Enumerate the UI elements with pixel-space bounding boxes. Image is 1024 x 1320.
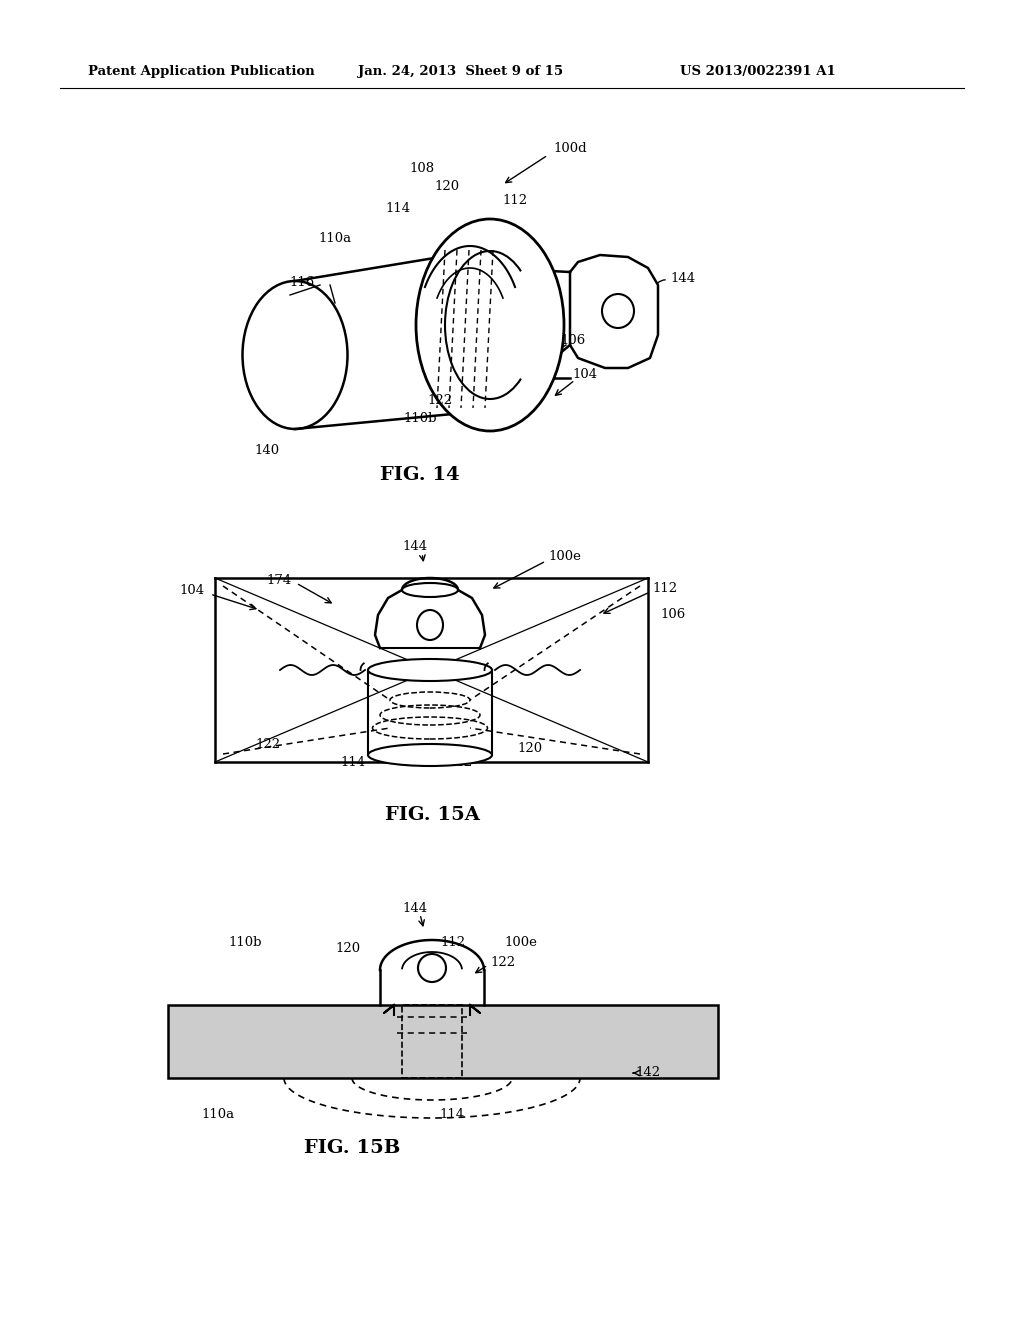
Text: 104: 104 [572,368,597,381]
Ellipse shape [602,294,634,327]
Text: 116: 116 [290,276,315,289]
Text: FIG. 14: FIG. 14 [380,466,460,484]
Ellipse shape [402,583,458,597]
Text: 112: 112 [502,194,527,206]
Text: 110a: 110a [318,231,351,244]
Text: 110b: 110b [403,412,437,425]
Text: 114: 114 [385,202,411,214]
Text: Patent Application Publication: Patent Application Publication [88,66,314,78]
Text: 174: 174 [266,573,292,586]
Text: 100e: 100e [548,549,581,562]
Text: 122: 122 [255,738,281,751]
Text: 144: 144 [402,902,428,915]
Text: 142: 142 [447,755,472,768]
Text: FIG. 15A: FIG. 15A [385,807,479,824]
Text: 100d: 100d [553,141,587,154]
Text: 112: 112 [652,582,677,594]
Text: 120: 120 [336,941,360,954]
Ellipse shape [368,744,492,766]
Text: 122: 122 [490,956,515,969]
Text: 140: 140 [254,444,280,457]
Text: 114: 114 [340,755,366,768]
Text: 122: 122 [427,393,453,407]
Text: 112: 112 [440,936,466,949]
Text: 144: 144 [402,540,428,553]
Ellipse shape [416,219,564,432]
Text: Jan. 24, 2013  Sheet 9 of 15: Jan. 24, 2013 Sheet 9 of 15 [358,66,563,78]
Text: 104: 104 [180,583,205,597]
Bar [402,1005,462,1078]
Text: 110a: 110a [202,1109,234,1122]
Text: 100e: 100e [504,936,537,949]
Text: 144: 144 [670,272,695,285]
Ellipse shape [243,281,347,429]
Text: 120: 120 [517,742,543,755]
Text: 106: 106 [660,609,685,622]
Text: US 2013/0022391 A1: US 2013/0022391 A1 [680,66,836,78]
Text: 110b: 110b [228,936,262,949]
Text: 114: 114 [439,1109,465,1122]
Text: 120: 120 [434,181,460,194]
Text: 142: 142 [635,1067,660,1080]
Bar [168,1005,718,1078]
Text: 108: 108 [410,161,434,174]
Text: FIG. 15B: FIG. 15B [304,1139,400,1158]
Ellipse shape [368,659,492,681]
Text: 106: 106 [560,334,586,346]
Ellipse shape [418,954,446,982]
Ellipse shape [417,610,443,640]
